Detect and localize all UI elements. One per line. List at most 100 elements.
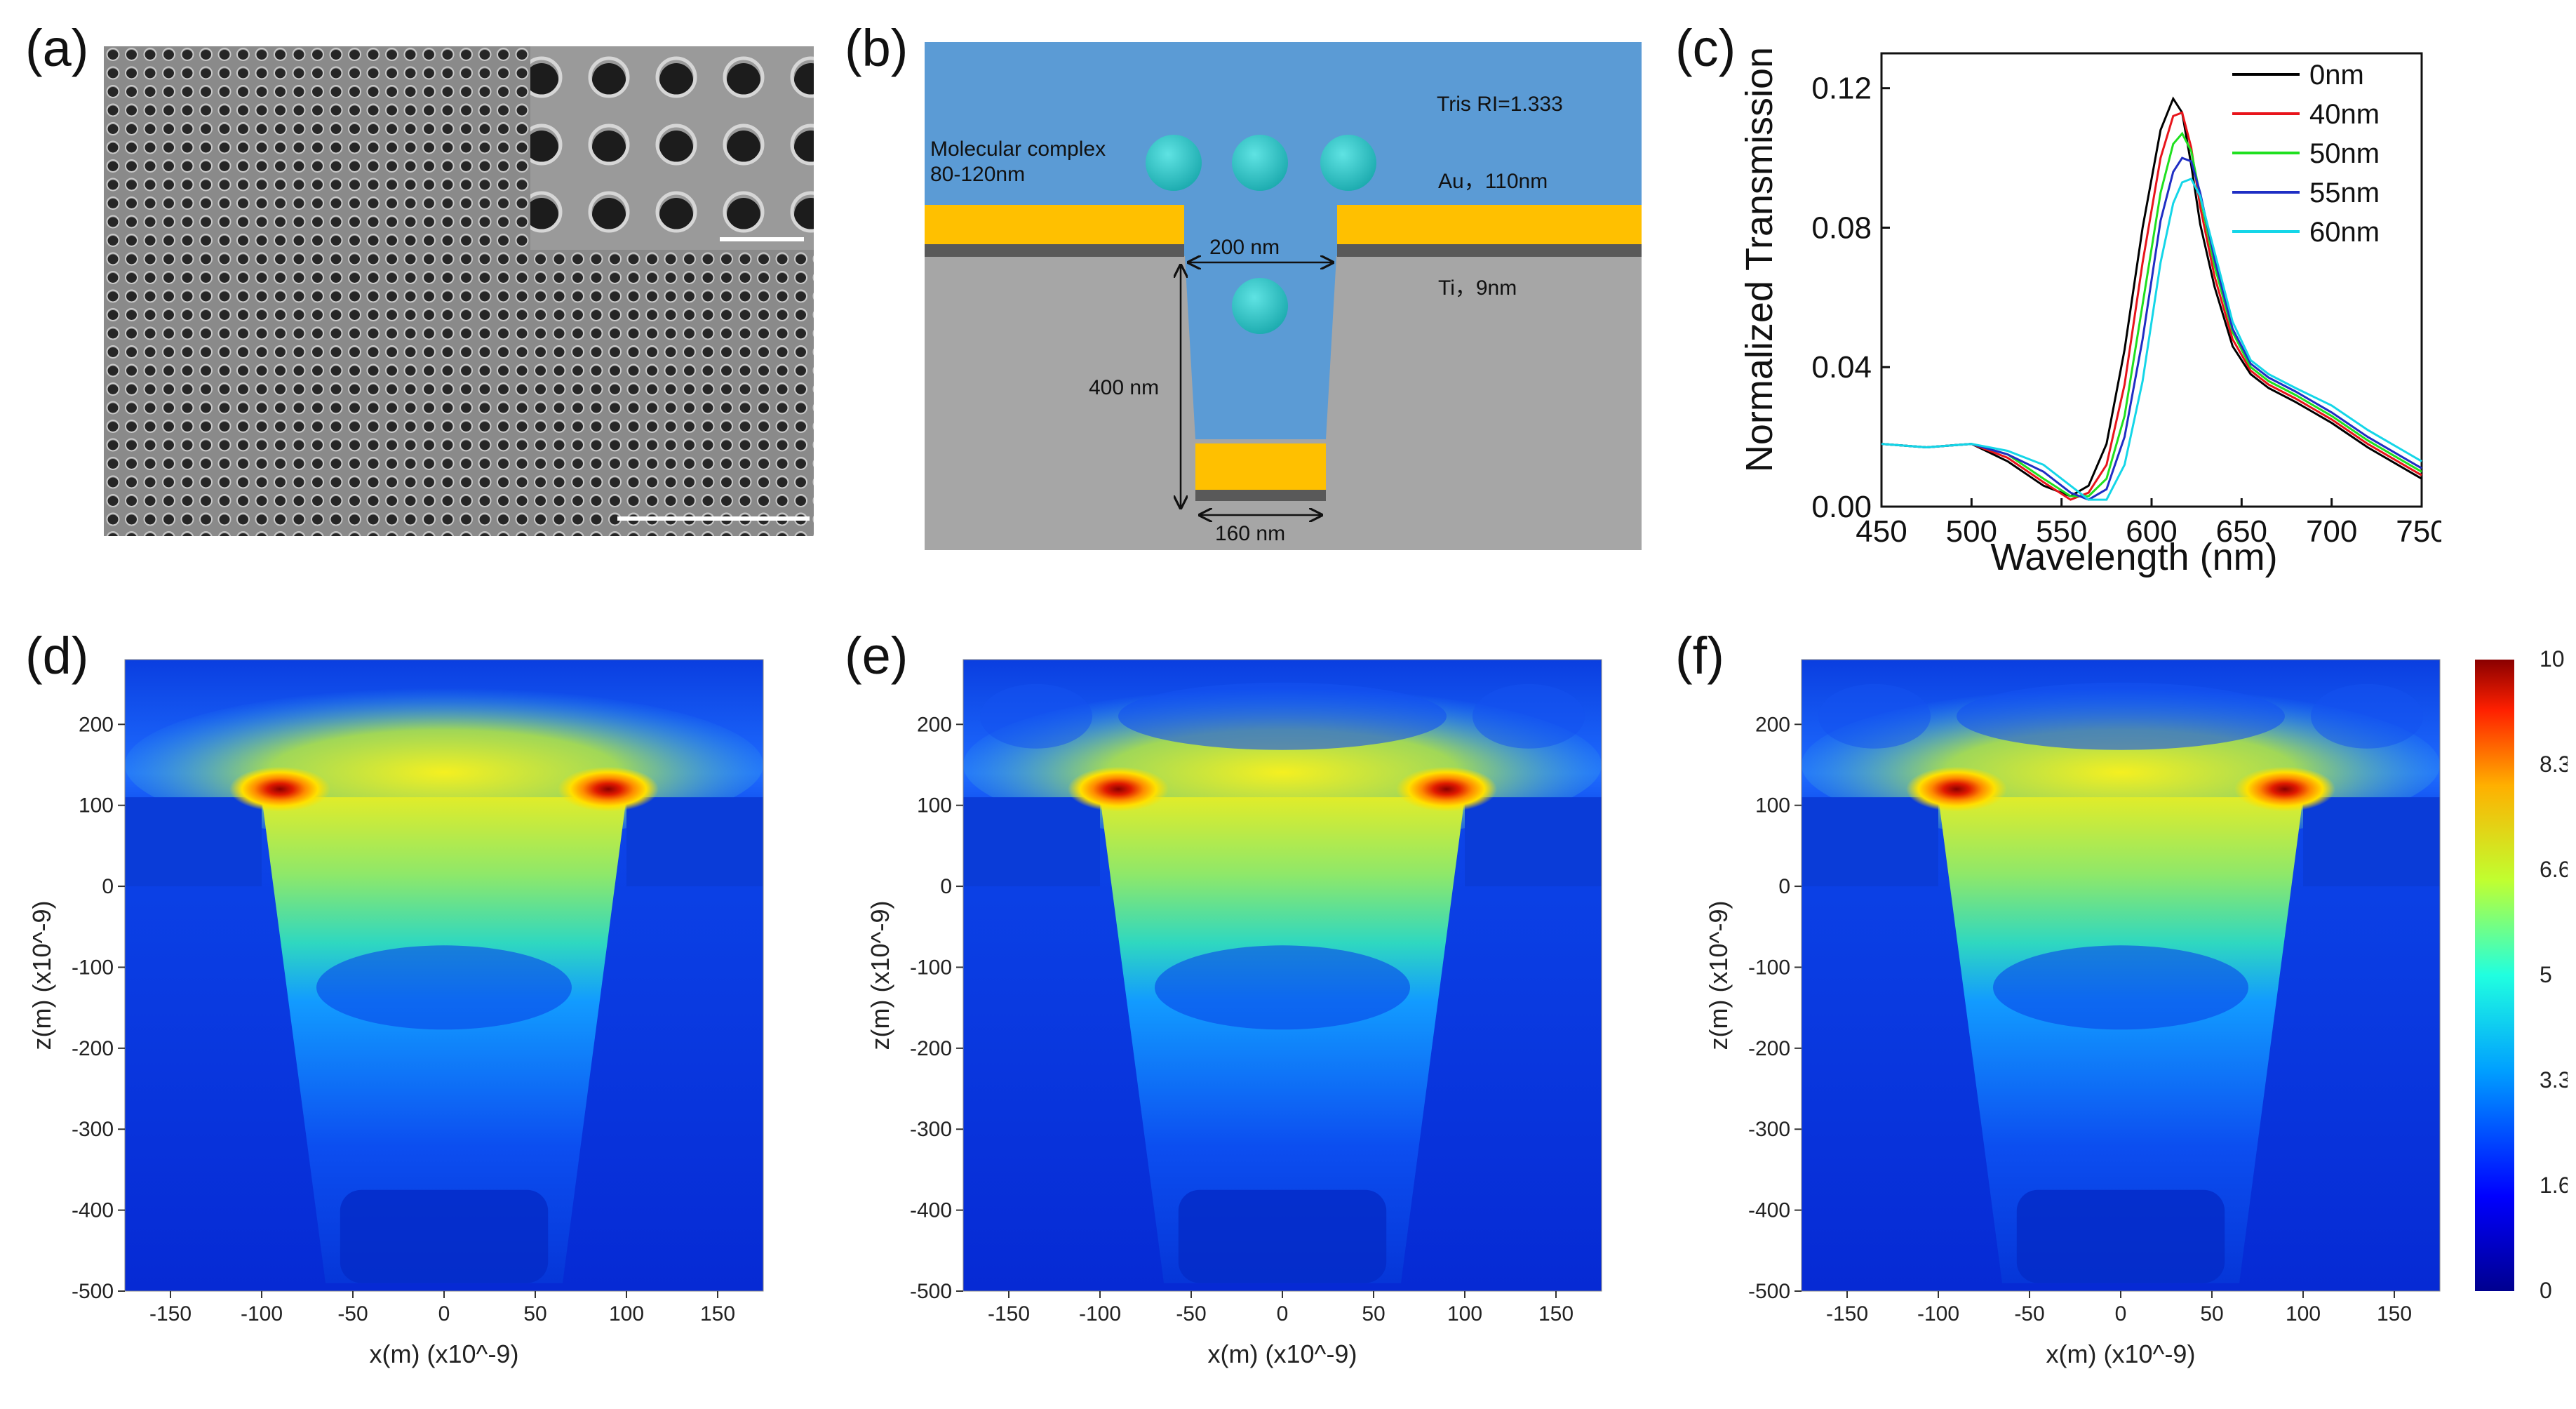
x-tick-label: -100	[1079, 1302, 1121, 1325]
x-tick-label: 150	[700, 1302, 735, 1325]
x-tick-label: -100	[1917, 1302, 1959, 1325]
ti-layer-left	[925, 244, 1184, 257]
x-tick-label: -100	[241, 1302, 283, 1325]
z-tick-label: 200	[79, 713, 114, 736]
nanohole-field	[262, 797, 626, 1283]
field-map-e: -150 -100 -50 0 50 100 150 200 100 0 -100 -200 -300-…	[838, 632, 1666, 1403]
depth-label: 400 nm	[1089, 376, 1159, 399]
tris-label: Tris RI=1.333	[1437, 93, 1563, 116]
nanohole	[1184, 244, 1337, 439]
field-map-e-svg: -150 -100 -50 0 50 100 1502001000-100-200-300-…	[866, 659, 1602, 1368]
molecule-shadow	[1118, 682, 1447, 750]
molecule-sphere	[1232, 278, 1288, 334]
x-tick-label: -150	[149, 1302, 192, 1325]
x-tick-label: 100	[1447, 1302, 1482, 1325]
au-film-left	[125, 797, 262, 887]
molecule-sphere	[1320, 135, 1376, 191]
z-tick-label: -300	[1748, 1118, 1790, 1141]
au-bottom	[1195, 443, 1326, 490]
panel-label-c: (c)	[1675, 19, 1736, 77]
z-tick-label: -300	[72, 1118, 114, 1141]
sem-image	[104, 46, 814, 536]
y-tick-label: 0.12	[1811, 72, 1872, 106]
nanohole-schematic: Tris RI=1.333 Molecular complex 80-120nm…	[925, 42, 1642, 550]
molecule-sphere	[1146, 135, 1202, 191]
x-tick-label: 450	[1856, 514, 1907, 549]
hotspot-right	[2234, 766, 2335, 812]
molecule-shadow	[1473, 683, 1585, 749]
nanohole-field	[1100, 797, 1465, 1283]
y-axis-label: Normalized Transmission	[1738, 47, 1780, 472]
x-axis-label: x(m) (x10^-9)	[1208, 1340, 1357, 1368]
panel-label-b: (b)	[845, 19, 908, 77]
x-tick-label: 550	[2036, 514, 2087, 549]
nanohole-field	[1938, 797, 2303, 1283]
colorbar-tick-label: 10	[2540, 646, 2565, 672]
field-map-f-svg: -150 -100 -50 0 50 100 1502001000-100-200-300-…	[1704, 646, 2576, 1368]
z-tick-label: 100	[79, 794, 114, 817]
legend-label-50nm: 50nm	[2309, 138, 2380, 169]
z-tick-label: -400	[72, 1199, 114, 1222]
x-tick-label: 100	[2286, 1302, 2321, 1325]
ti-layer-right	[1337, 244, 1642, 257]
x-tick-label: 0	[2115, 1302, 2127, 1325]
x-axis-label: x(m) (x10^-9)	[2046, 1340, 2196, 1368]
molecule-shadow	[2311, 683, 2423, 749]
au-layer-right	[1337, 205, 1642, 244]
z-axis-label: z(m) (x10^-9)	[27, 901, 56, 1050]
au-film-right	[2303, 797, 2440, 887]
colorbar-tick-label: 1.67	[2540, 1173, 2568, 1198]
z-tick-label: 0	[940, 875, 952, 898]
x-tick-label: 650	[2216, 514, 2267, 549]
hotspot-left	[229, 766, 330, 812]
x-tick-label: -150	[1826, 1302, 1868, 1325]
series-line-50nm	[1881, 131, 2422, 498]
au-bottom-disk	[2016, 1189, 2225, 1283]
x-tick-label: 150	[2377, 1302, 2412, 1325]
x-tick-label: 50	[2200, 1302, 2223, 1325]
field-map-f: -150 -100 -50 0 50 100 150 200 100 0 -100 -200 -300-…	[1677, 632, 2576, 1403]
panel-label-e: (e)	[845, 627, 908, 685]
legend-label-60nm: 60nm	[2309, 217, 2380, 248]
series-line-40nm	[1881, 111, 2422, 501]
legend-label-40nm: 40nm	[2309, 99, 2380, 130]
au-bottom-disk	[1178, 1189, 1387, 1283]
colorbar-tick-label: 5	[2540, 962, 2552, 987]
x-tick-label: 150	[1538, 1302, 1574, 1325]
molecule-shadow	[1818, 683, 1931, 749]
ti-label: Ti，9nm	[1438, 276, 1517, 300]
panel-label-d: (d)	[25, 627, 89, 685]
x-axis-label: Wavelength (nm)	[1990, 536, 2277, 578]
series-line-55nm	[1881, 156, 2422, 501]
hotspot-left	[1068, 766, 1169, 812]
au-bottom-disk	[340, 1189, 549, 1283]
z-tick-label: 100	[917, 794, 952, 817]
z-tick-label: -500	[910, 1280, 952, 1303]
colorbar-tick-label: 8.33	[2540, 752, 2568, 777]
x-tick-label: 500	[1946, 514, 1997, 549]
z-tick-label: -100	[910, 956, 952, 979]
legend-label-0nm: 0nm	[2309, 60, 2364, 91]
molecule-shadow	[316, 945, 572, 1030]
panel-label-f: (f)	[1675, 627, 1724, 685]
au-layer-left	[925, 205, 1184, 244]
transmission-chart-svg: Normalized Transmission Wavelength (nm) …	[1738, 47, 2448, 578]
x-tick-label: -50	[2014, 1302, 2044, 1325]
colorbar-tick-label: 0	[2540, 1278, 2552, 1303]
hotspot-right	[1396, 766, 1497, 812]
hotspot-left	[1906, 766, 2007, 812]
z-tick-label: -500	[72, 1280, 114, 1303]
au-film-left	[1802, 797, 1938, 887]
series-line-0nm	[1881, 96, 2422, 498]
z-tick-label: -100	[72, 956, 114, 979]
z-axis-label: z(m) (x10^-9)	[1704, 901, 1733, 1050]
bottom-width-label: 160 nm	[1215, 522, 1285, 545]
top-width-label: 200 nm	[1209, 236, 1280, 259]
molecule-shadow	[980, 683, 1092, 749]
z-tick-label: 200	[1755, 713, 1790, 736]
field-map-plot	[963, 660, 1602, 1291]
molecule-shadow	[1993, 945, 2248, 1030]
ti-bottom	[1195, 490, 1326, 501]
molecule-shadow	[1957, 682, 2285, 750]
au-film-left	[963, 797, 1100, 887]
